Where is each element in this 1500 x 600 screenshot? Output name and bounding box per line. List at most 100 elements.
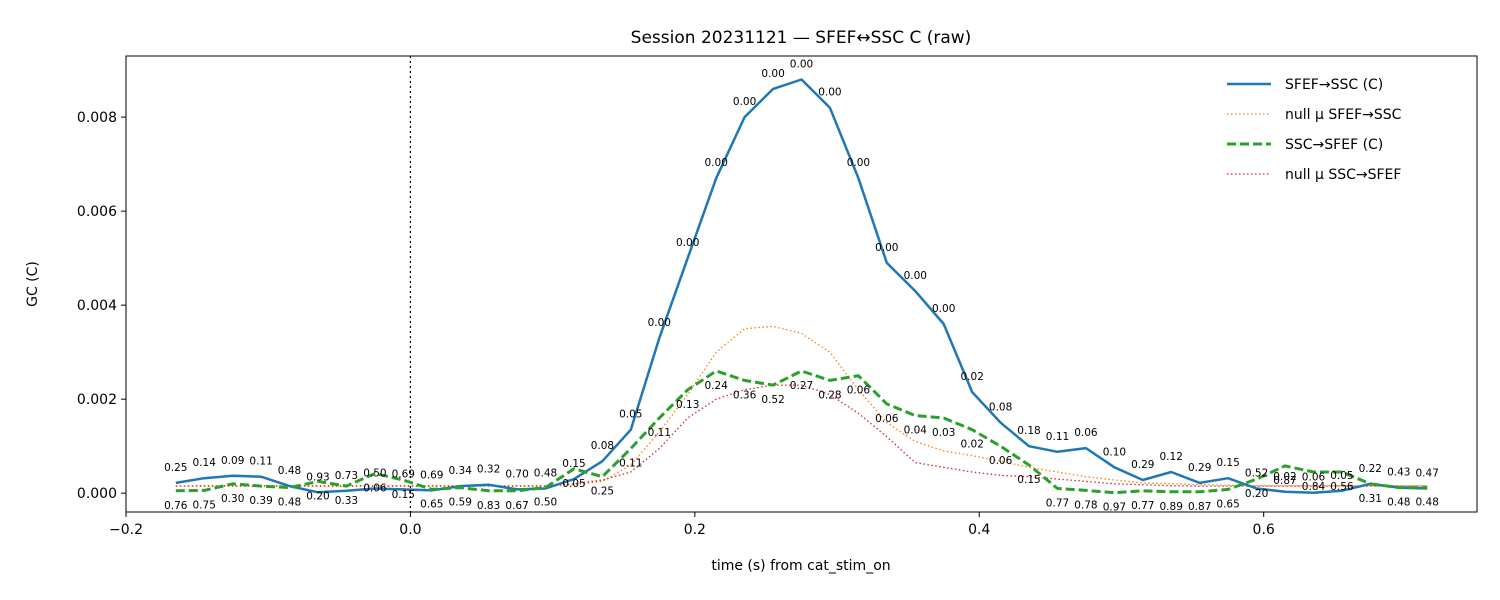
- p-value-label: 0.08: [591, 440, 614, 452]
- p-value-label: 0.09: [221, 455, 244, 467]
- x-tick-label: −0.2: [109, 522, 143, 538]
- p-value-label: 0.05: [1330, 470, 1353, 482]
- p-value-label: 0.10: [1103, 446, 1126, 458]
- p-value-label: 0.00: [818, 87, 841, 99]
- p-value-label: 0.12: [1160, 451, 1183, 463]
- p-value-label: 0.50: [534, 497, 557, 509]
- p-value-label: 0.29: [1131, 459, 1154, 471]
- p-value-label: 0.87: [1273, 475, 1296, 487]
- p-value-label: 0.06: [875, 413, 899, 425]
- p-value-label: 0.15: [392, 489, 415, 501]
- p-value-label: 0.11: [648, 427, 671, 439]
- y-axis-label: GC (C): [25, 261, 41, 307]
- series-line-0: [175, 78, 1428, 494]
- legend-label-2: SSC→SFEF (C): [1285, 137, 1383, 153]
- p-value-label: 0.20: [306, 490, 329, 502]
- p-value-label: 0.70: [505, 468, 528, 480]
- series-line-2: [175, 369, 1428, 495]
- p-value-label: 0.25: [164, 462, 187, 474]
- chart-title: Session 20231121 — SFEF↔SSC C (raw): [631, 28, 972, 48]
- p-value-label: 0.69: [420, 469, 443, 481]
- x-tick-label: 0.4: [968, 522, 990, 538]
- x-tick-label: 0.2: [684, 522, 706, 538]
- p-value-label: 0.15: [1216, 457, 1239, 469]
- y-axis: 0.000 0.002 0.004 0.006 0.008: [77, 110, 126, 502]
- p-value-label: 0.33: [335, 495, 358, 507]
- y-tick-label: 0.000: [77, 486, 117, 502]
- p-value-label: 0.00: [904, 270, 927, 282]
- y-tick-label: 0.006: [77, 204, 117, 220]
- p-value-label: 0.75: [193, 499, 216, 511]
- p-value-label: 0.97: [1103, 502, 1126, 514]
- p-value-label: 0.83: [477, 500, 500, 512]
- x-tick-label: 0.6: [1253, 522, 1275, 538]
- legend-label-3: null μ SSC→SFEF: [1285, 167, 1401, 183]
- p-value-label: 0.20: [1245, 488, 1268, 500]
- p-value-label: 0.32: [477, 464, 500, 476]
- p-value-label: 0.00: [648, 317, 671, 329]
- p-value-label: 0.06: [847, 385, 871, 397]
- p-value-label: 0.00: [875, 242, 898, 254]
- p-value-label: 0.93: [306, 471, 329, 483]
- p-value-label: 0.06: [1302, 472, 1326, 484]
- p-value-label: 0.52: [1245, 468, 1268, 480]
- p-value-label: 0.00: [847, 157, 870, 169]
- p-value-label: 0.48: [1387, 497, 1410, 509]
- p-value-label: 0.84: [1302, 481, 1326, 493]
- p-value-label: 0.11: [1046, 431, 1069, 443]
- x-axis-label: time (s) from cat_stim_on: [711, 558, 890, 574]
- p-value-label: 0.65: [420, 498, 443, 510]
- p-value-label: 0.87: [1188, 501, 1211, 513]
- p-value-label: 0.06: [989, 455, 1013, 467]
- p-value-label: 0.00: [761, 68, 784, 80]
- p-value-label: 0.59: [449, 497, 472, 509]
- p-value-label: 0.34: [449, 465, 473, 477]
- p-value-label: 0.65: [1216, 498, 1239, 510]
- p-value-label: 0.39: [249, 495, 272, 507]
- p-value-label: 0.50: [363, 468, 386, 480]
- p-value-label: 0.00: [705, 157, 728, 169]
- p-value-label: 0.48: [1416, 497, 1439, 509]
- legend-label-0: SFEF→SSC (C): [1285, 77, 1383, 93]
- p-value-label: 0.00: [676, 237, 699, 249]
- p-value-label: 0.08: [989, 402, 1012, 414]
- p-value-label: 0.27: [790, 380, 813, 392]
- y-tick-label: 0.002: [77, 392, 117, 408]
- p-value-label: 0.76: [164, 500, 188, 512]
- p-value-label: 0.04: [904, 425, 928, 437]
- p-value-label: 0.73: [335, 470, 358, 482]
- p-value-label: 0.78: [1074, 499, 1097, 511]
- series-line-3: [175, 384, 1428, 487]
- p-value-label: 0.43: [1387, 467, 1410, 479]
- p-value-label: 0.00: [733, 96, 756, 108]
- legend-label-1: null μ SFEF→SSC: [1285, 107, 1402, 123]
- p-value-label: 0.28: [818, 389, 841, 401]
- p-value-label: 0.25: [591, 486, 614, 498]
- legend: SFEF→SSC (C) null μ SFEF→SSC SSC→SFEF (C) n…: [1227, 77, 1402, 183]
- p-value-label: 0.36: [733, 389, 757, 401]
- p-value-label: 0.06: [363, 483, 387, 495]
- p-value-label: 0.77: [1131, 500, 1154, 512]
- p-value-label: 0.24: [705, 380, 729, 392]
- p-value-label: 0.02: [961, 439, 984, 451]
- plot-area: 0.25 0.14 0.09 0.11 0.48 0.93 0.73 0.50 0.69 0.69…: [164, 56, 1439, 514]
- p-value-label: 0.00: [932, 303, 955, 315]
- p-value-label: 0.30: [221, 493, 244, 505]
- plot-frame: [125, 55, 1478, 513]
- p-value-label: 0.13: [676, 399, 699, 411]
- p-value-label: 0.48: [278, 497, 301, 509]
- p-value-label: 0.77: [1046, 498, 1069, 510]
- p-value-label: 0.00: [790, 59, 813, 71]
- p-value-label: 0.06: [1074, 427, 1098, 439]
- p-value-label: 0.14: [193, 457, 217, 469]
- x-axis: −0.2 0.0 0.2 0.4 0.6: [109, 512, 1275, 538]
- p-value-label: 0.48: [534, 468, 557, 480]
- y-tick-label: 0.004: [77, 298, 117, 314]
- p-value-label: 0.22: [1359, 463, 1382, 475]
- p-value-label: 0.56: [1330, 481, 1354, 493]
- p-value-label: 0.15: [1017, 474, 1040, 486]
- p-value-label: 0.31: [1359, 493, 1382, 505]
- p-value-label: 0.05: [562, 478, 585, 490]
